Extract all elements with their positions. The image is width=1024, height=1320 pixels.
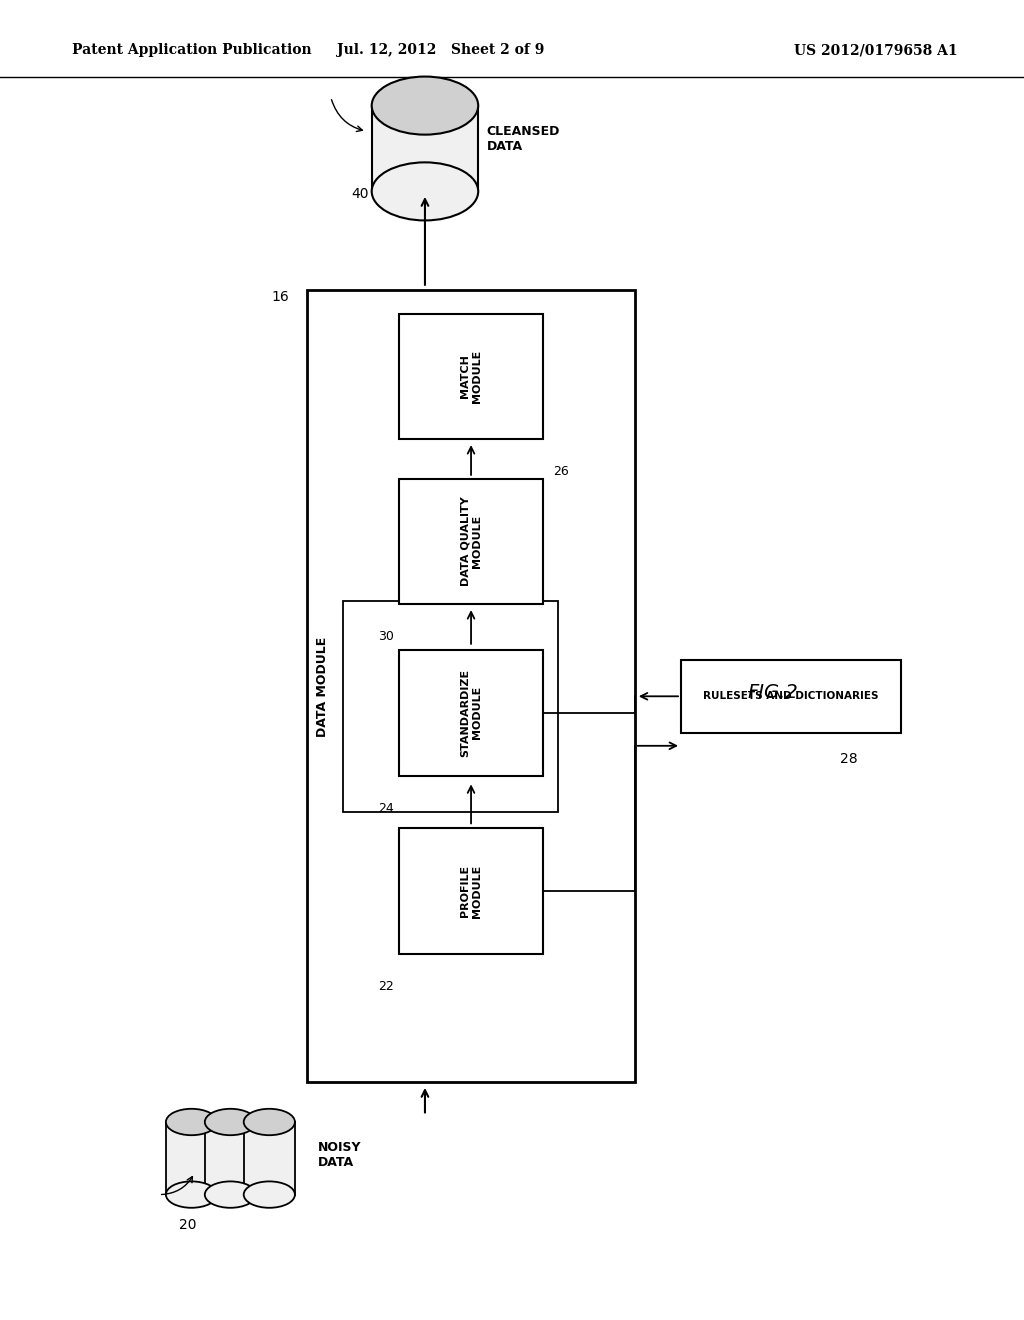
Ellipse shape (372, 77, 478, 135)
Bar (166, 1122, 217, 1195)
Bar (399, 829, 543, 953)
Text: 20: 20 (179, 1218, 197, 1233)
Text: DATA MODULE: DATA MODULE (316, 636, 329, 737)
Text: NOISY
DATA: NOISY DATA (317, 1140, 360, 1170)
Text: FIG.2: FIG.2 (748, 684, 799, 702)
Text: CLEANSED
DATA: CLEANSED DATA (486, 124, 560, 153)
Ellipse shape (166, 1109, 217, 1135)
Text: DATA QUALITY
MODULE: DATA QUALITY MODULE (460, 496, 482, 586)
Text: STANDARDIZE
MODULE: STANDARDIZE MODULE (460, 669, 482, 756)
Text: 40: 40 (351, 187, 369, 202)
Bar (399, 649, 543, 776)
Text: 28: 28 (840, 752, 857, 767)
Ellipse shape (244, 1181, 295, 1208)
Text: US 2012/0179658 A1: US 2012/0179658 A1 (794, 44, 957, 57)
Text: 26: 26 (553, 466, 568, 478)
Bar (372, 106, 478, 191)
Ellipse shape (205, 1109, 256, 1135)
Ellipse shape (244, 1109, 295, 1135)
Ellipse shape (166, 1181, 217, 1208)
Text: RULESETS AND DICTIONARIES: RULESETS AND DICTIONARIES (703, 692, 879, 701)
Bar (307, 290, 635, 1082)
Text: PROFILE
MODULE: PROFILE MODULE (460, 865, 482, 917)
Text: 16: 16 (271, 289, 289, 304)
Bar (343, 601, 558, 812)
Text: Patent Application Publication: Patent Application Publication (72, 44, 311, 57)
Ellipse shape (205, 1181, 256, 1208)
Bar (399, 314, 543, 438)
Text: 22: 22 (379, 979, 394, 993)
Text: Jul. 12, 2012   Sheet 2 of 9: Jul. 12, 2012 Sheet 2 of 9 (337, 44, 544, 57)
Text: 30: 30 (378, 631, 394, 643)
Bar (205, 1122, 256, 1195)
Bar (681, 660, 901, 733)
Text: 24: 24 (379, 801, 394, 814)
Ellipse shape (372, 162, 478, 220)
Bar (399, 479, 543, 605)
Text: MATCH
MODULE: MATCH MODULE (460, 350, 482, 403)
Bar (244, 1122, 295, 1195)
